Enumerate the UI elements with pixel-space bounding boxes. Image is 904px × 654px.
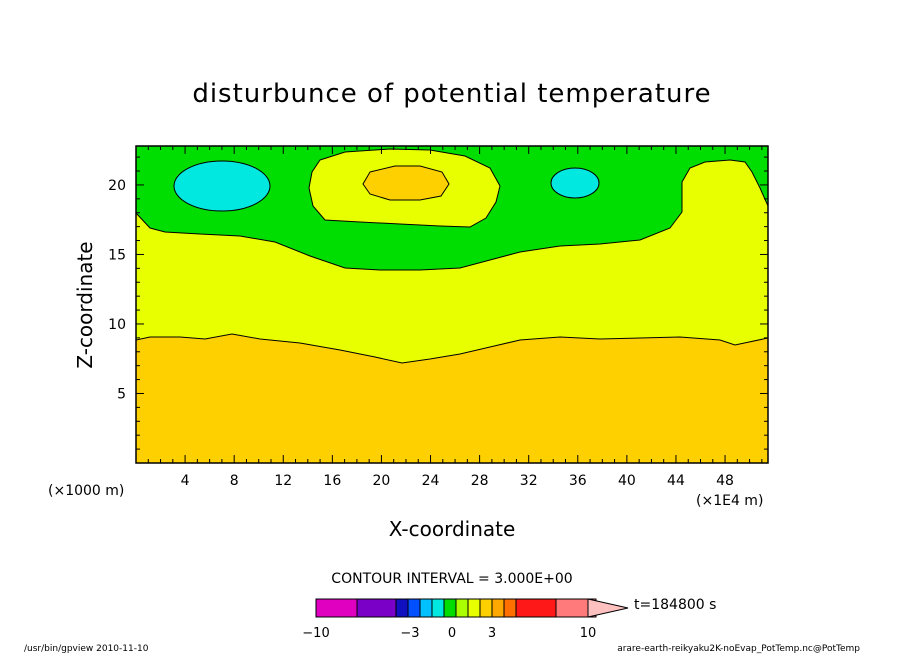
- x-tick-label: 24: [422, 473, 440, 489]
- x-axis-label: X-coordinate: [389, 517, 516, 541]
- x-ticks: 4 8 12 16 20 24 28 32 36 40 44 48: [147, 146, 763, 489]
- colorbar-tick-label: 3: [488, 626, 496, 641]
- colorbar: [315, 598, 629, 618]
- colorbar-arrow: [587, 598, 629, 618]
- colorbar-swatch: [407, 598, 421, 618]
- footer-right: arare-earth-reikyaku2K-noEvap_PotTemp.nc…: [617, 644, 860, 654]
- colorbar-swatch: [431, 598, 445, 618]
- contour-interval: CONTOUR INTERVAL = 3.000E+00: [331, 571, 572, 587]
- x-tick-label: 32: [520, 473, 538, 489]
- colorbar-ticks: −10 −3 0 3 10: [302, 626, 596, 641]
- colorbar-tick-label: −3: [400, 626, 419, 641]
- x-tick-label: 40: [618, 473, 636, 489]
- x-tick-label: 44: [667, 473, 685, 489]
- colorbar-swatch: [455, 598, 469, 618]
- colorbar-swatch: [515, 598, 557, 618]
- y-tick-label: 20: [108, 178, 126, 194]
- y-tick-label: 15: [108, 247, 126, 263]
- x-unit-left: (×1000 m): [48, 483, 124, 499]
- x-tick-label: 36: [569, 473, 587, 489]
- plot-frame: [135, 145, 769, 464]
- colorbar-swatch: [443, 598, 457, 618]
- x-unit-right: (×1E4 m): [696, 493, 763, 509]
- region-cyan-blob-left: [173, 160, 271, 212]
- x-tick-label: 28: [471, 473, 489, 489]
- colorbar-swatch: [315, 598, 358, 618]
- y-axis-label: Z-coordinate: [73, 241, 97, 368]
- colorbar-swatch: [395, 598, 409, 618]
- x-tick-label: 16: [323, 473, 341, 489]
- colorbar-swatch: [479, 598, 493, 618]
- x-tick-label: 12: [274, 473, 292, 489]
- colorbar-swatch: [503, 598, 517, 618]
- y-ticks: 5 10 15 20: [108, 156, 768, 450]
- x-tick-label: 8: [230, 473, 239, 489]
- colorbar-swatch: [356, 598, 397, 618]
- region-cyan-blob-right: [550, 167, 600, 199]
- colorbar-swatch: [491, 598, 505, 618]
- region-orange-core: [362, 165, 450, 201]
- colorbar-swatch: [467, 598, 481, 618]
- chart-title: disturbunce of potential temperature: [192, 79, 711, 109]
- colorbar-tick-label: 10: [580, 626, 597, 641]
- colorbar-tick-label: 0: [448, 626, 456, 641]
- y-tick-label: 10: [108, 317, 126, 333]
- colorbar-swatch: [419, 598, 433, 618]
- colorbar-tick-label: −10: [302, 626, 329, 641]
- footer-left: /usr/bin/gpview 2010-11-10: [24, 644, 149, 654]
- x-tick-label: 48: [716, 473, 734, 489]
- region-orange: [136, 333, 768, 463]
- time-label: t=184800 s: [634, 597, 716, 613]
- x-tick-label: 20: [373, 473, 391, 489]
- y-tick-label: 5: [117, 386, 126, 402]
- x-tick-label: 4: [181, 473, 190, 489]
